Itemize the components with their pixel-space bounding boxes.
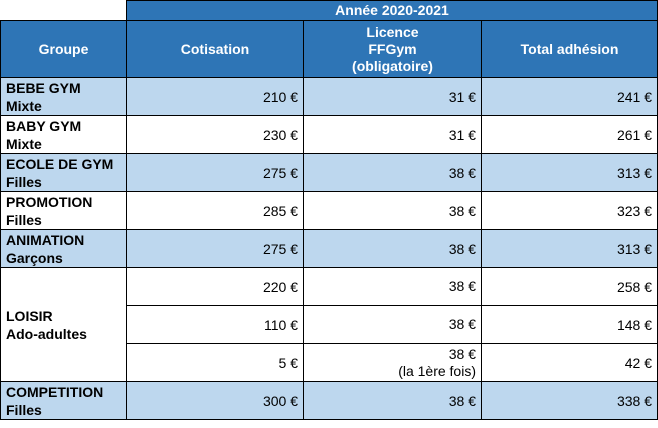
licence-cell: 31 € <box>303 77 482 116</box>
column-header-label: Cotisation <box>180 40 250 57</box>
licence-cell: 38 € <box>303 267 482 306</box>
total-cell: 313 € <box>481 153 658 192</box>
cotisation-cell: 210 € <box>126 77 304 116</box>
total-cell: 338 € <box>481 381 658 420</box>
total-cell: 261 € <box>481 115 658 154</box>
licence-cell: 38 € (la 1ère fois) <box>303 343 482 382</box>
licence-value: 38 € <box>448 345 476 362</box>
total-cell: 258 € <box>481 267 658 306</box>
group-name-cell: LOISIR Ado-adultes <box>0 267 127 382</box>
licence-note: (la 1ère fois) <box>398 362 476 379</box>
licence-cell: 38 € <box>303 305 482 344</box>
table-row: ANIMATION Garçons 275 €38 €313 € <box>0 229 658 268</box>
total-cell: 241 € <box>481 77 658 116</box>
total-cell: 148 € <box>481 305 658 344</box>
table-row: LOISIR Ado-adultes 220 € 38 € 258 € <box>0 267 658 382</box>
table-row: COMPETITION Filles 300 €38 €338 € <box>0 381 658 420</box>
column-header-cotisation: Cotisation <box>126 20 304 78</box>
total-cell: 42 € <box>481 343 658 382</box>
table-row: BEBE GYM Mixte 210 €31 €241 € <box>0 77 658 116</box>
cotisation-cell: 230 € <box>126 115 304 154</box>
table-row: PROMOTION Filles 285 €38 €323 € <box>0 191 658 230</box>
group-name-cell: ANIMATION Garçons <box>0 229 127 268</box>
column-header-label: Groupe <box>38 40 89 57</box>
cotisation-cell: 110 € <box>126 305 304 344</box>
table-row: 110 € 38 € 148 € <box>1 305 658 344</box>
cotisation-cell: 5 € <box>126 343 304 382</box>
total-cell: 313 € <box>481 229 658 268</box>
column-header-label: Licence FFGym (obligatoire) <box>352 23 433 74</box>
column-header-total: Total adhésion <box>481 20 658 78</box>
licence-cell: 38 € <box>303 191 482 230</box>
licence-cell: 31 € <box>303 115 482 154</box>
cotisation-cell: 300 € <box>126 381 304 420</box>
cotisation-cell: 275 € <box>126 229 304 268</box>
column-header-label: Total adhésion <box>520 40 619 57</box>
column-header-groupe: Groupe <box>0 20 127 78</box>
group-name-cell: BEBE GYM Mixte <box>0 77 127 116</box>
group-name-cell: ECOLE DE GYM Filles <box>0 153 127 192</box>
licence-value: 38 € <box>448 316 476 332</box>
cotisation-cell: 275 € <box>126 153 304 192</box>
licence-value: 38 € <box>448 278 476 294</box>
licence-cell: 38 € <box>303 153 482 192</box>
total-cell: 323 € <box>481 191 658 230</box>
cotisation-cell: 285 € <box>126 191 304 230</box>
column-header-licence: Licence FFGym (obligatoire) <box>303 20 482 78</box>
licence-cell: 38 € <box>303 381 482 420</box>
year-header: Année 2020-2021 <box>126 0 658 21</box>
group-name-cell: PROMOTION Filles <box>0 191 127 230</box>
table-row: ECOLE DE GYM Filles 275 €38 €313 € <box>0 153 658 192</box>
group-name-cell: COMPETITION Filles <box>0 381 127 420</box>
cotisation-cell: 220 € <box>126 267 304 306</box>
header-blank-cell <box>0 0 127 21</box>
licence-cell: 38 € <box>303 229 482 268</box>
group-name-cell: BABY GYM Mixte <box>0 115 127 154</box>
table-row: BABY GYM Mixte 230 €31 €261 € <box>0 115 658 154</box>
